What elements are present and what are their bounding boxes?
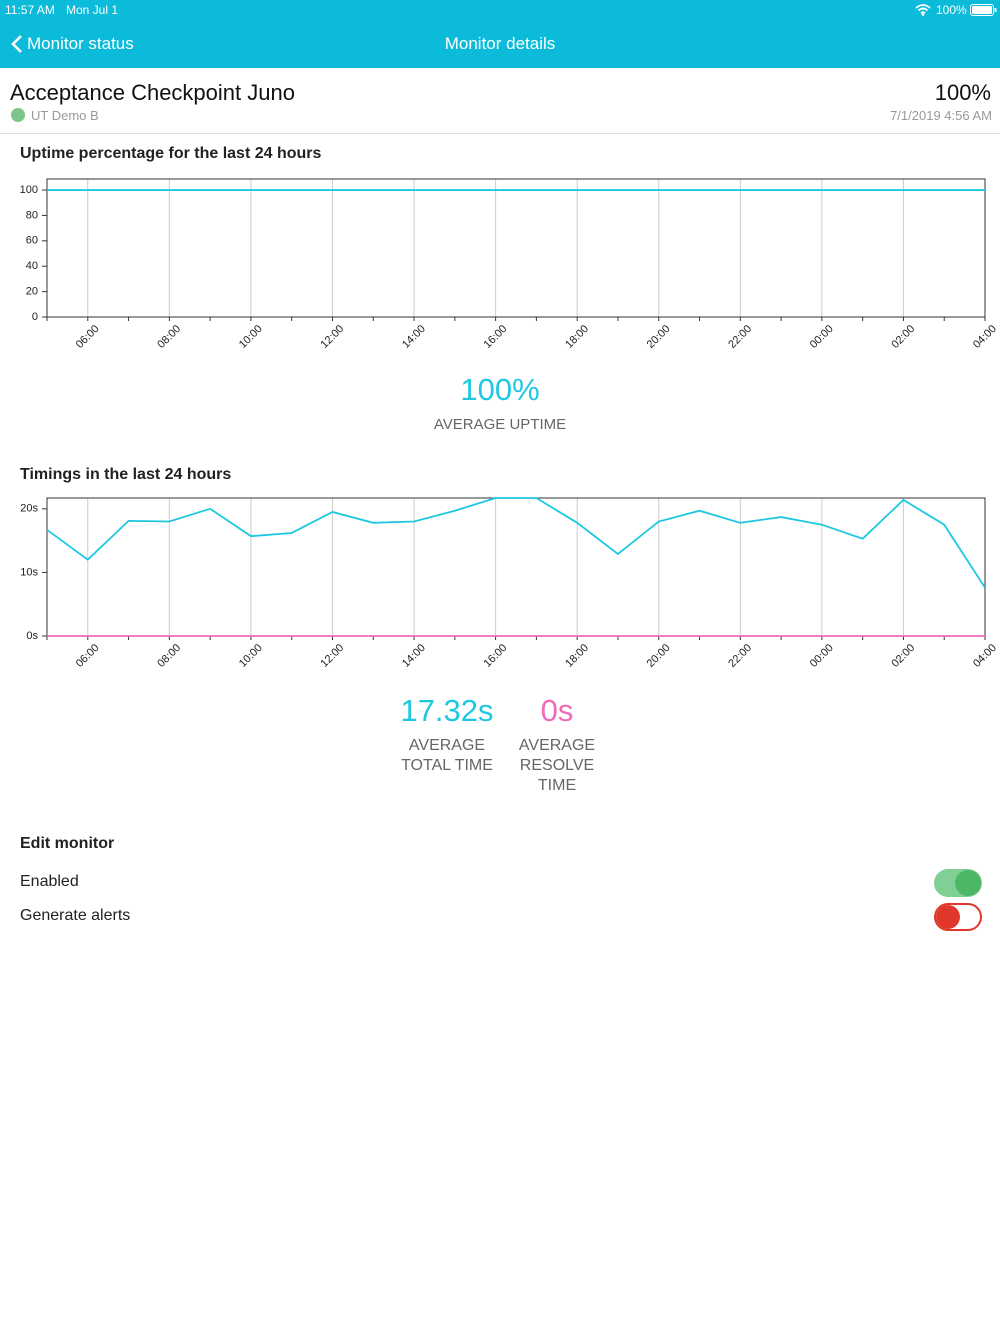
stat-label: AVERAGE TOTAL TIME xyxy=(401,737,493,774)
stat-label: AVERAGE UPTIME xyxy=(433,416,567,433)
x-tick-label: 00:00 xyxy=(808,642,836,670)
toggle-knob xyxy=(936,905,960,929)
y-tick-label: 40 xyxy=(26,260,38,272)
x-tick-label: 12:00 xyxy=(318,642,346,670)
option-label: Generate alerts xyxy=(20,907,131,924)
x-tick-label: 10:00 xyxy=(237,642,265,670)
x-tick-label: 06:00 xyxy=(74,323,102,351)
x-tick-label: 04:00 xyxy=(971,323,999,351)
x-tick-label: 08:00 xyxy=(155,642,183,670)
stat-value: 100% xyxy=(460,372,540,407)
chart-title: Uptime percentage for the last 24 hours xyxy=(20,145,322,162)
x-tick-label: 22:00 xyxy=(726,323,754,351)
x-tick-label: 00:00 xyxy=(808,323,836,351)
back-button[interactable]: Monitor status xyxy=(27,34,134,53)
plot-frame xyxy=(46,497,986,637)
monitor-timestamp: 7/1/2019 4:56 AM xyxy=(890,108,992,123)
x-tick-label: 16:00 xyxy=(482,323,510,351)
y-tick-label: 60 xyxy=(26,235,38,247)
series-line xyxy=(47,497,985,589)
x-tick-label: 18:00 xyxy=(563,323,591,351)
x-tick-label: 06:00 xyxy=(74,642,102,670)
chart-title: Timings in the last 24 hours xyxy=(20,466,232,483)
monitor-uptime: 100% xyxy=(934,80,991,105)
section-title: Edit monitor xyxy=(20,835,115,852)
battery-text: 100% xyxy=(936,3,967,17)
x-tick-label: 12:00 xyxy=(318,323,346,351)
plot-frame xyxy=(46,178,986,318)
x-tick-label: 16:00 xyxy=(482,642,510,670)
toggle[interactable] xyxy=(934,869,982,897)
x-tick-label: 18:00 xyxy=(563,642,591,670)
x-tick-label: 10:00 xyxy=(237,323,265,351)
y-tick-label: 20s xyxy=(20,503,38,515)
status-date: Mon Jul 1 xyxy=(66,3,119,17)
x-tick-label: 04:00 xyxy=(971,642,999,670)
monitor-group: UT Demo B xyxy=(31,108,99,123)
nav-title: Monitor details xyxy=(444,34,556,53)
wifi-icon xyxy=(915,4,931,16)
status-dot xyxy=(11,108,25,122)
toggle[interactable] xyxy=(934,903,982,931)
monitor-name: Acceptance Checkpoint Juno xyxy=(10,80,295,105)
y-tick-label: 100 xyxy=(20,184,38,196)
battery-icon xyxy=(970,4,997,16)
toggle-knob xyxy=(955,870,981,896)
y-tick-label: 80 xyxy=(26,209,38,221)
charts: 06:00 08:00 10:00 12:00 14:00 16:00 18:00 20:00… xyxy=(20,178,999,670)
x-tick-label: 22:00 xyxy=(726,642,754,670)
x-tick-label: 02:00 xyxy=(889,642,917,670)
x-tick-label: 08:00 xyxy=(155,323,183,351)
back-chevron[interactable] xyxy=(10,34,24,54)
monitor-header: Acceptance Checkpoint Juno UT Demo B 100… xyxy=(0,68,1000,134)
x-tick-label: 14:00 xyxy=(400,323,428,351)
stat-value: 0s xyxy=(540,693,574,728)
y-tick-label: 20 xyxy=(26,286,38,298)
top-bar: 11:57 AM Mon Jul 1 100% Monitor status M… xyxy=(0,0,1000,68)
x-tick-label: 14:00 xyxy=(400,642,428,670)
stat-value: 17.32s xyxy=(400,693,494,728)
option-label: Enabled xyxy=(20,873,79,890)
x-tick-label: 20:00 xyxy=(645,323,673,351)
x-tick-label: 02:00 xyxy=(889,323,917,351)
stat-label: AVERAGE RESOLVE TIME xyxy=(518,737,596,794)
y-tick-label: 0s xyxy=(26,630,38,642)
y-tick-label: 0 xyxy=(32,311,38,323)
status-time: 11:57 AM xyxy=(5,3,55,17)
x-tick-label: 20:00 xyxy=(645,642,673,670)
y-tick-label: 10s xyxy=(20,566,38,578)
